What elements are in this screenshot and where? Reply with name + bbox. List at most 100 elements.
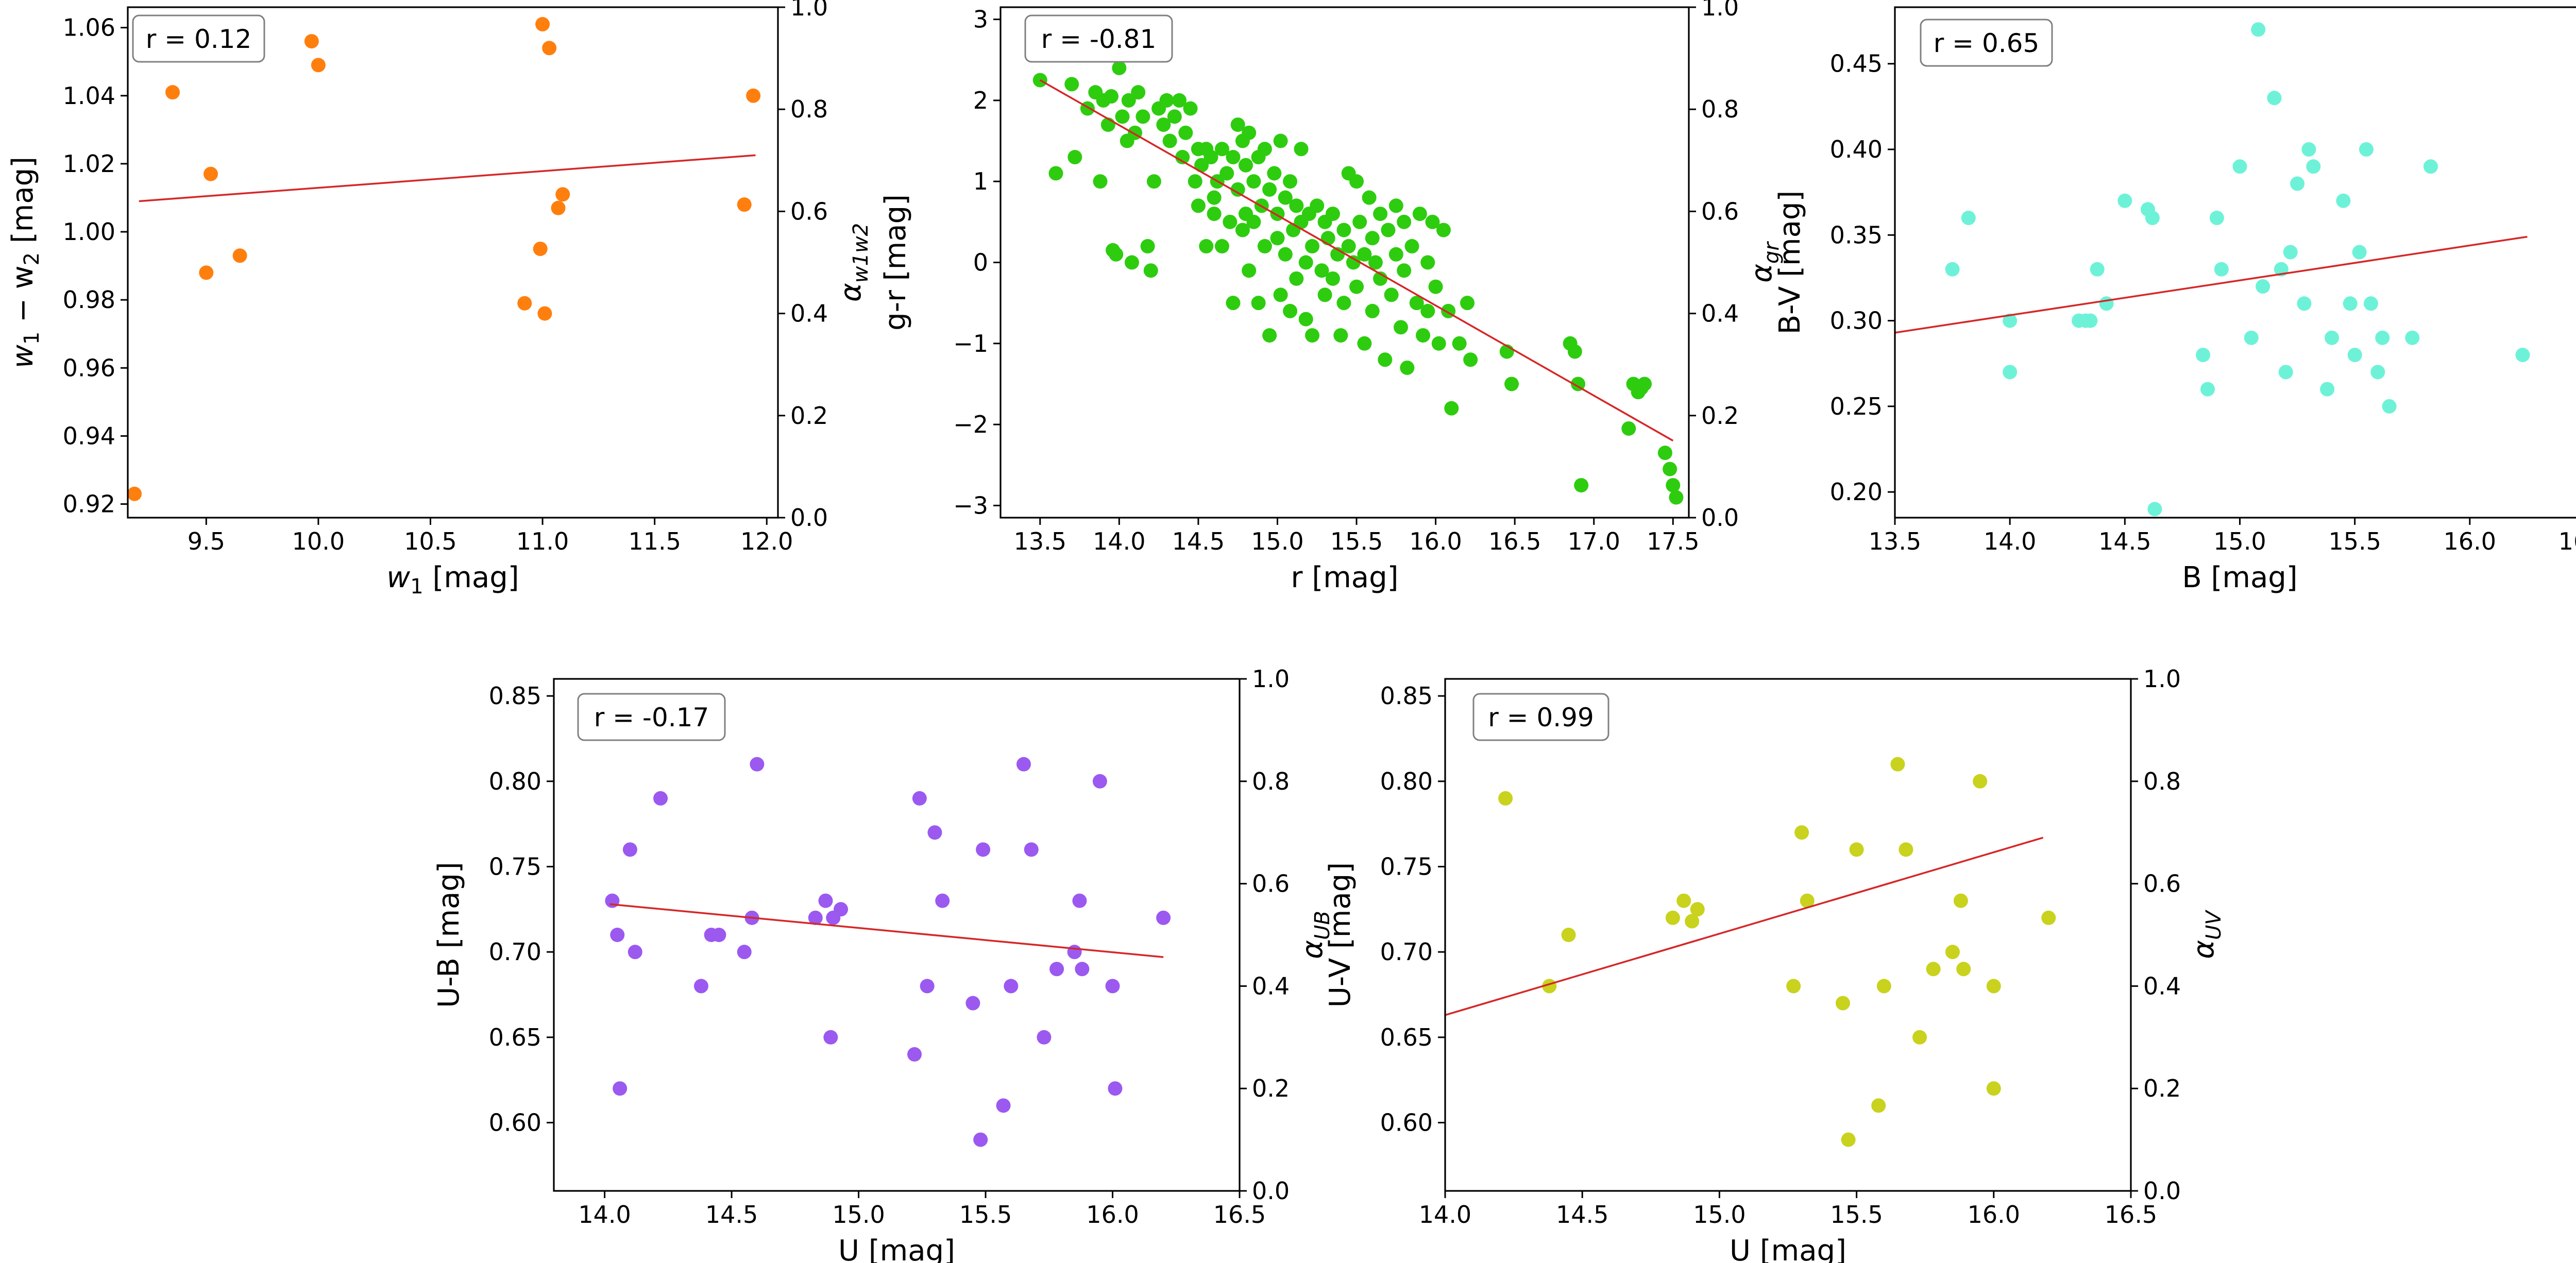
x-tick-label: 16.0 <box>1086 1201 1139 1228</box>
data-point <box>199 265 214 280</box>
y2-tick-label: 0.8 <box>1701 95 1739 123</box>
data-point <box>935 893 950 908</box>
data-point <box>1194 158 1209 173</box>
data-point <box>1394 320 1409 335</box>
y2-tick-label: 0.0 <box>2143 1177 2181 1205</box>
data-point <box>1341 239 1356 254</box>
y-tick-label: 0.94 <box>63 422 115 450</box>
data-point <box>605 893 620 908</box>
data-point <box>304 34 319 49</box>
data-point <box>1004 979 1019 994</box>
x-axis-label: r [mag] <box>1291 561 1399 594</box>
data-point <box>2343 296 2358 311</box>
x-tick-label: 14.5 <box>1556 1201 1608 1228</box>
x-tick-label: 17.5 <box>1647 527 1699 555</box>
data-point <box>737 197 752 212</box>
x-tick-label: 15.0 <box>832 1201 885 1228</box>
data-point <box>2375 330 2390 345</box>
data-point <box>1064 77 1079 92</box>
data-point <box>1416 328 1431 343</box>
x-tick-label: 15.5 <box>959 1201 1012 1228</box>
data-point <box>1136 109 1150 124</box>
y-tick-label: 0.75 <box>1380 852 1433 880</box>
data-point <box>2090 262 2105 277</box>
y2-tick-label: 0.4 <box>2143 972 2181 1000</box>
data-point <box>1298 312 1313 327</box>
data-point <box>2267 91 2282 106</box>
correlation-box <box>1024 14 1173 63</box>
y2-tick-label: 0.4 <box>1252 972 1290 1000</box>
data-point <box>1273 287 1288 302</box>
data-point <box>1325 271 1340 286</box>
data-point <box>2405 330 2420 345</box>
data-point <box>1049 962 1064 977</box>
data-point <box>1460 296 1475 311</box>
data-point <box>1048 166 1063 181</box>
x-tick-label: 15.5 <box>2328 527 2381 555</box>
data-point <box>1444 401 1459 416</box>
regression-line <box>609 903 1164 958</box>
data-point <box>1400 360 1415 375</box>
data-point <box>1574 478 1589 493</box>
data-point <box>1333 328 1348 343</box>
y-tick-label: 0.25 <box>1830 392 1883 420</box>
x-tick-label: 12.0 <box>740 527 793 555</box>
y2-axis-label: αUB <box>1296 911 1334 959</box>
data-point <box>2041 910 2056 925</box>
data-point <box>1242 125 1257 140</box>
data-point <box>1800 893 1815 908</box>
y2-axis-label: αw1w2 <box>834 223 873 302</box>
data-point <box>1257 239 1272 254</box>
data-point <box>1431 336 1446 351</box>
data-point <box>1289 271 1304 286</box>
y-axis-label: g-r [mag] <box>879 194 912 331</box>
plot-frame <box>1444 678 2132 1192</box>
data-point <box>2278 365 2293 380</box>
plot-frame <box>127 6 779 519</box>
data-point <box>1388 198 1403 213</box>
data-point <box>2232 159 2247 174</box>
data-point <box>823 1030 838 1045</box>
data-point <box>1362 190 1377 205</box>
data-point <box>1109 247 1124 262</box>
data-point <box>2244 330 2259 345</box>
y2-axis-label-main: α <box>834 283 868 302</box>
data-point <box>1663 462 1677 476</box>
data-point <box>1349 174 1364 189</box>
data-point <box>912 791 927 806</box>
y2-axis-label-sub: w1w2 <box>849 223 873 283</box>
data-point <box>1242 263 1257 278</box>
data-point <box>1143 263 1158 278</box>
regression-line <box>1894 235 2528 334</box>
data-point <box>2200 382 2215 397</box>
x-tick-label: 13.5 <box>1869 527 1921 555</box>
correlation-box <box>1472 693 1609 741</box>
x-tick-label: 17.0 <box>1568 527 1620 555</box>
data-points <box>1498 757 2056 1147</box>
correlation-value: r = 0.99 <box>1488 703 1594 732</box>
y-tick-label: 0.85 <box>489 682 541 710</box>
data-point <box>622 842 637 857</box>
y-tick-label: 0.65 <box>489 1023 541 1051</box>
data-point <box>1283 303 1298 318</box>
data-point <box>1294 142 1309 157</box>
data-point <box>818 893 833 908</box>
y-axis-label: U-V [mag] <box>1324 862 1357 1008</box>
y-axis-label: U-B [mag] <box>432 862 466 1008</box>
data-point <box>1183 101 1198 116</box>
y2-axis-label-main: α <box>2187 940 2221 959</box>
y2-tick-label: 1.0 <box>1252 665 1290 693</box>
x-tick-label: 14.0 <box>1093 527 1145 555</box>
data-point <box>2297 296 2312 311</box>
y-axis-label: B-V [mag] <box>1773 191 1807 335</box>
data-point <box>2196 348 2211 363</box>
y2-tick-label: 0.2 <box>1701 402 1739 430</box>
y2-tick-label: 0.0 <box>1252 1177 1290 1205</box>
x-tick-label: 16.0 <box>1409 527 1462 555</box>
data-point <box>204 166 218 181</box>
data-point <box>2363 296 2378 311</box>
data-point <box>1346 255 1361 270</box>
x-tick-label: 15.5 <box>1830 1201 1883 1228</box>
correlation-value: r = -0.81 <box>1041 24 1157 54</box>
x-tick-label: 15.0 <box>1251 527 1303 555</box>
